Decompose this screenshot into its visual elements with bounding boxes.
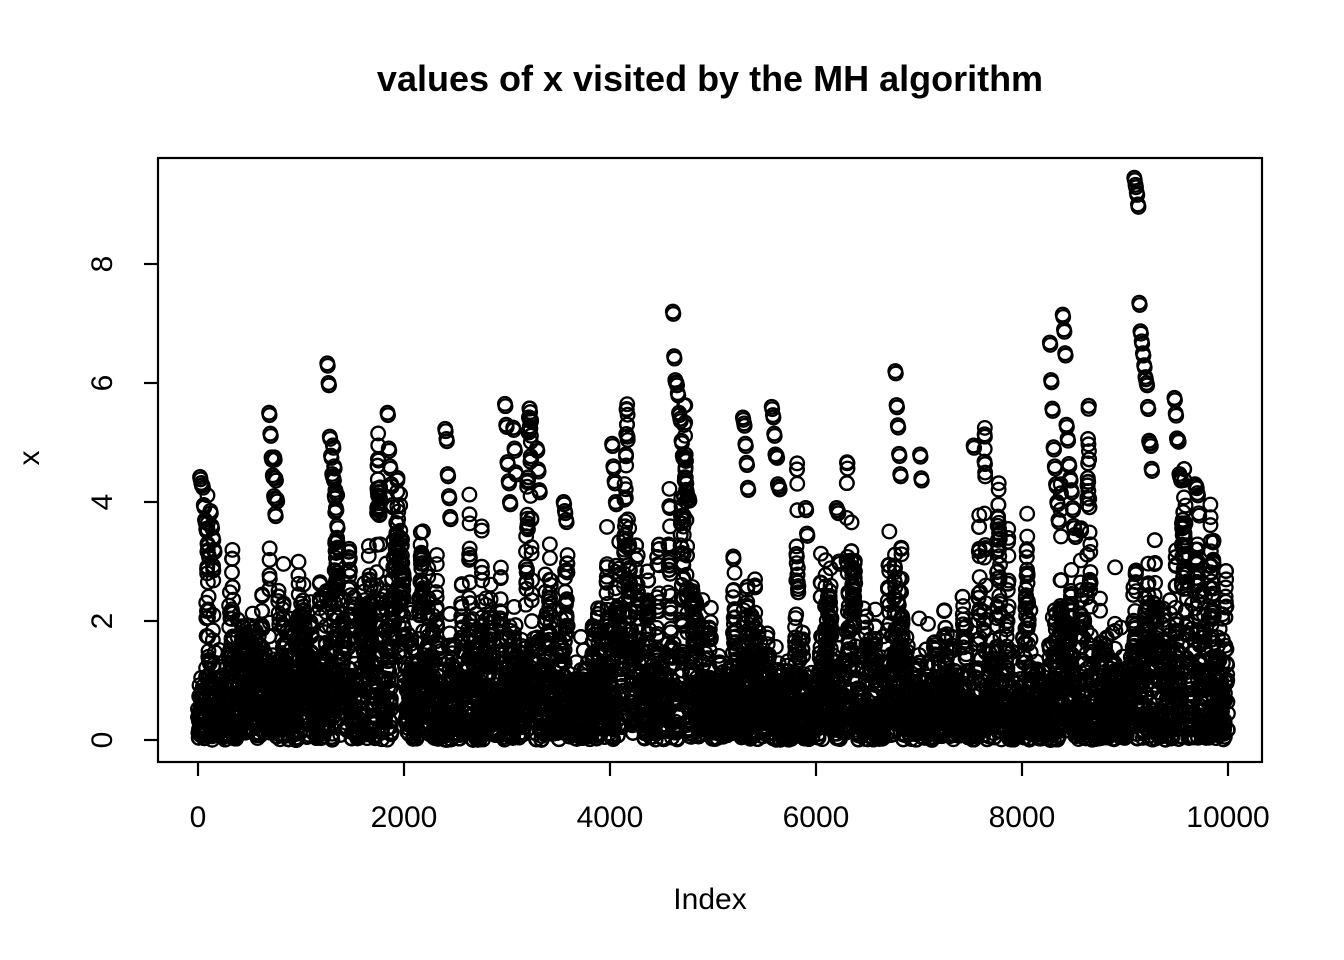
y-tick-label: 0 xyxy=(86,731,119,749)
x-tick-label: 4000 xyxy=(576,801,644,834)
x-tick-label: 8000 xyxy=(988,801,1056,834)
x-axis-label: Index xyxy=(673,883,747,916)
y-tick-label: 6 xyxy=(86,374,119,392)
x-tick-label: 2000 xyxy=(370,801,438,834)
x-tick-label: 6000 xyxy=(782,801,850,834)
y-tick-label: 4 xyxy=(86,493,119,511)
y-axis-label: x xyxy=(13,450,46,466)
y-tick-label: 2 xyxy=(86,612,119,630)
y-tick-label: 8 xyxy=(86,255,119,273)
x-tick-label: 10000 xyxy=(1186,801,1270,834)
x-tick-label: 0 xyxy=(189,801,207,834)
